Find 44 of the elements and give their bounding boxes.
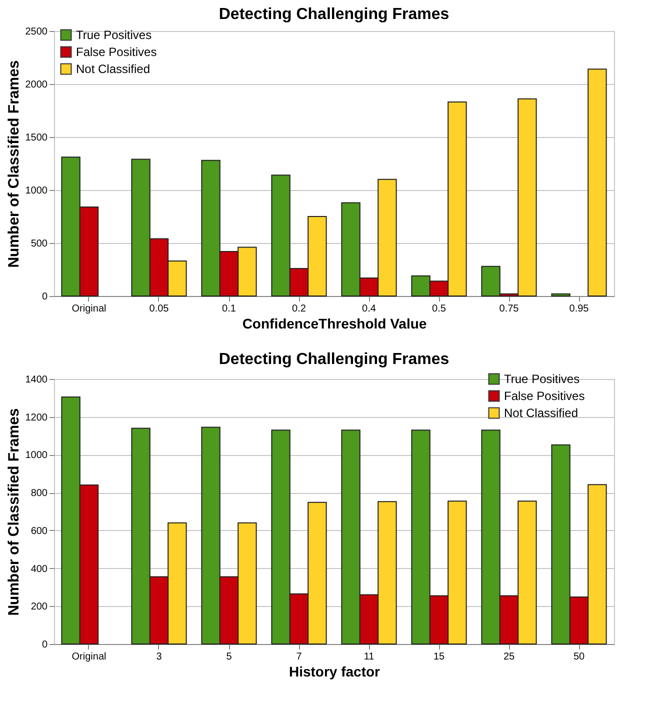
y-tick-label: 1400 bbox=[25, 374, 48, 386]
x-axis-title: ConfidenceThreshold Value bbox=[242, 316, 427, 332]
y-tick-label: 1500 bbox=[25, 132, 48, 144]
x-tick-label: 7 bbox=[296, 652, 302, 662]
legend-label: False Positives bbox=[504, 389, 585, 403]
legend-label: Not Classified bbox=[76, 62, 150, 76]
x-tick-label: Original bbox=[72, 652, 106, 662]
y-tick-label: 600 bbox=[30, 526, 48, 537]
x-tick-label: Original bbox=[72, 304, 106, 314]
x-tick-label: 0.95 bbox=[569, 304, 590, 314]
chart-title: Detecting Challenging Frames bbox=[218, 351, 450, 368]
x-tick-label: 50 bbox=[573, 652, 585, 662]
y-tick-label: 2000 bbox=[25, 80, 48, 90]
legend-label: False Positives bbox=[76, 45, 157, 59]
y-tick-label: 400 bbox=[30, 564, 48, 575]
legend-label: True Positives bbox=[76, 28, 152, 42]
x-tick-label: 0.75 bbox=[499, 304, 520, 314]
bar bbox=[588, 68, 607, 296]
y-axis-title: Number of Classified Frames bbox=[5, 60, 22, 268]
y-tick-label: 1200 bbox=[25, 412, 48, 424]
y-tick-label: 0 bbox=[42, 292, 48, 302]
x-axis-title: History factor bbox=[288, 664, 381, 680]
x-tick-label: 11 bbox=[364, 652, 375, 662]
y-axis-title: Number of Classified Frames bbox=[5, 408, 22, 616]
y-tick-label: 2500 bbox=[25, 26, 48, 38]
y-tick-label: 800 bbox=[30, 488, 48, 500]
x-tick-label: 0.5 bbox=[432, 304, 446, 314]
y-tick-label: 0 bbox=[42, 640, 48, 650]
x-tick-label: 15 bbox=[433, 652, 445, 662]
x-tick-label: 5 bbox=[226, 652, 232, 662]
y-tick-label: 500 bbox=[30, 238, 48, 250]
x-tick-label: 0.05 bbox=[149, 304, 170, 314]
bar bbox=[551, 293, 570, 296]
x-tick-label: 0.2 bbox=[292, 304, 306, 314]
legend-label: True Positives bbox=[504, 372, 580, 386]
x-tick-label: 0.1 bbox=[222, 304, 236, 314]
y-tick-label: 1000 bbox=[25, 450, 48, 462]
legend-label: Not Classified bbox=[504, 406, 578, 420]
x-tick-label: 25 bbox=[503, 652, 515, 662]
chart-title: Detecting Challenging Frames bbox=[218, 6, 450, 23]
x-tick-label: 0.4 bbox=[362, 304, 376, 314]
y-tick-label: 1000 bbox=[25, 186, 48, 196]
y-tick-label: 200 bbox=[30, 602, 48, 613]
x-tick-label: 3 bbox=[156, 652, 162, 662]
